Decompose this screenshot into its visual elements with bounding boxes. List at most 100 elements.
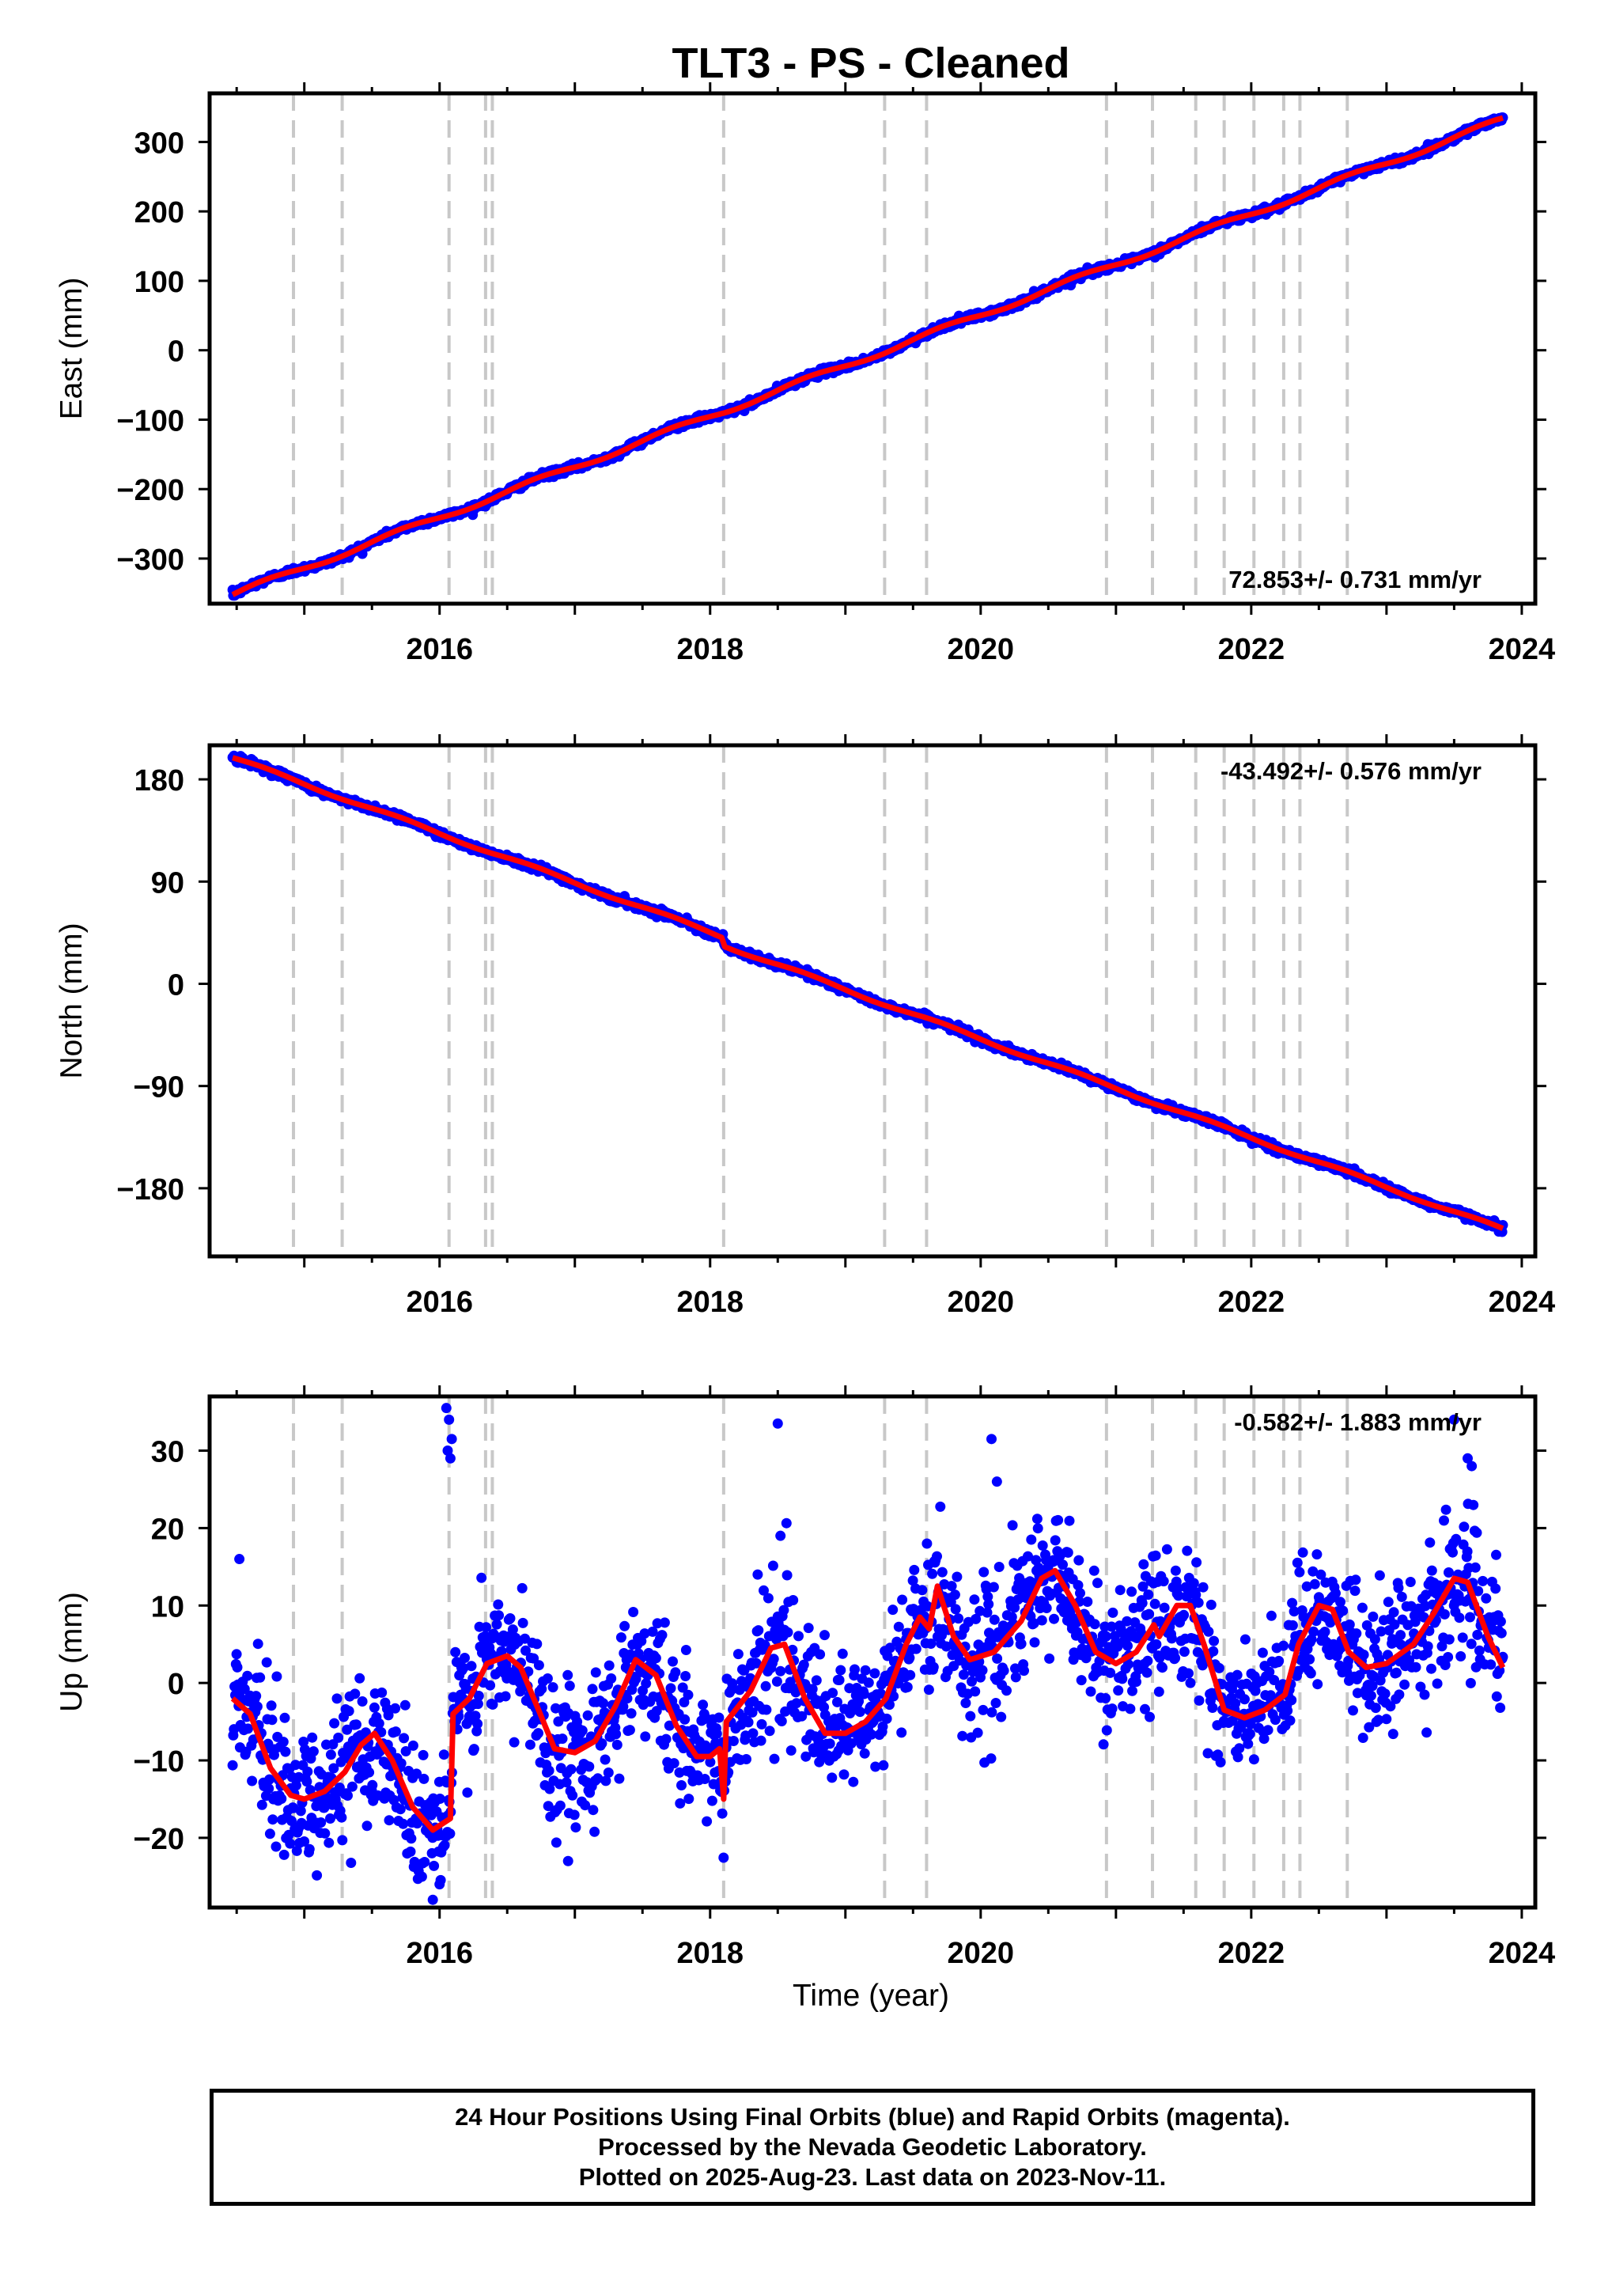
data-point [361, 1821, 373, 1832]
data-point [604, 1660, 615, 1671]
y-tick-label: 90 [151, 866, 184, 900]
data-point [554, 1800, 566, 1811]
data-point [837, 1648, 848, 1659]
data-point [337, 1835, 348, 1846]
data-point [683, 1689, 694, 1700]
data-point [881, 1713, 892, 1724]
data-point [472, 1718, 483, 1730]
data-point [761, 1704, 772, 1715]
data-point [614, 1773, 625, 1784]
data-point [628, 1607, 639, 1617]
data-point [398, 1818, 409, 1829]
data-point [419, 1857, 430, 1867]
data-point [860, 1665, 871, 1676]
data-point [848, 1776, 859, 1787]
data-point [771, 1676, 782, 1687]
data-point [763, 1593, 774, 1604]
data-point [566, 1764, 577, 1775]
data-point [676, 1780, 687, 1790]
data-point [587, 1684, 598, 1695]
data-point [626, 1708, 637, 1719]
data-point [227, 1760, 238, 1771]
data-point [811, 1675, 822, 1686]
data-point [569, 1809, 580, 1821]
data-point [741, 1754, 751, 1764]
data-point [827, 1772, 838, 1783]
data-point [858, 1688, 869, 1699]
x-axis-label: Time (year) [793, 1979, 949, 2013]
data-point [460, 1653, 470, 1663]
data-point [776, 1716, 787, 1726]
data-point [827, 1688, 838, 1699]
data-point [598, 1698, 609, 1709]
data-point [702, 1816, 713, 1827]
rate-label: 72.853+/- 0.731 mm/yr [1228, 566, 1482, 593]
data-point [232, 1661, 243, 1673]
data-point [485, 1680, 496, 1691]
data-point [869, 1668, 880, 1679]
data-point [276, 1794, 287, 1804]
data-point [346, 1781, 358, 1792]
data-point [307, 1732, 318, 1743]
data-point [416, 1871, 427, 1882]
x-tick-label: 2020 [948, 633, 1015, 666]
data-point [434, 1794, 445, 1804]
data-point [887, 1605, 899, 1616]
data-point [732, 1649, 744, 1660]
data-point [584, 1761, 595, 1772]
data-point [619, 1620, 630, 1631]
data-point [878, 1760, 889, 1771]
x-tick-label: 2018 [677, 633, 744, 666]
data-point [670, 1667, 681, 1678]
data-point [494, 1610, 505, 1621]
data-point [582, 1710, 593, 1721]
data-point [567, 1790, 578, 1801]
x-tick-label: 2016 [406, 633, 473, 666]
data-point [533, 1728, 543, 1739]
data-point [793, 1631, 804, 1642]
data-point [788, 1595, 799, 1605]
data-point [752, 1569, 763, 1580]
data-point [611, 1739, 623, 1750]
data-point [343, 1706, 354, 1717]
data-point [256, 1799, 267, 1810]
data-point [551, 1837, 562, 1848]
rate-label: -43.492+/- 0.576 mm/yr [1220, 757, 1482, 785]
data-point [859, 1748, 870, 1759]
data-point [476, 1572, 487, 1583]
data-point [699, 1774, 710, 1784]
x-tick-label: 2024 [1489, 1286, 1556, 1319]
data-point [369, 1702, 380, 1713]
data-point [698, 1699, 709, 1711]
data-point [863, 1677, 874, 1688]
data-point [781, 1517, 792, 1529]
data-point [665, 1683, 676, 1694]
data-point [336, 1812, 347, 1823]
data-point [611, 1729, 622, 1740]
data-point [815, 1649, 826, 1660]
x-tick-label: 2022 [1218, 1286, 1285, 1319]
data-point [357, 1696, 368, 1707]
x-tick-label: 2018 [677, 1286, 744, 1319]
data-point [280, 1746, 291, 1757]
data-point [675, 1798, 686, 1809]
x-tick-label: 2020 [948, 1286, 1015, 1319]
data-point [500, 1691, 511, 1702]
y-tick-label: 100 [134, 266, 184, 299]
data-point [588, 1805, 599, 1816]
data-point [764, 1726, 775, 1737]
data-point [660, 1733, 672, 1745]
data-point [615, 1632, 626, 1643]
data-point [271, 1841, 282, 1852]
data-point [543, 1765, 554, 1776]
data-point [524, 1739, 535, 1750]
data-point [747, 1728, 759, 1739]
data-point [407, 1740, 418, 1751]
data-point [706, 1795, 717, 1806]
data-point [324, 1837, 335, 1848]
data-point [713, 1712, 725, 1723]
data-point [769, 1753, 780, 1764]
data-point [316, 1817, 327, 1828]
data-point [838, 1769, 850, 1780]
